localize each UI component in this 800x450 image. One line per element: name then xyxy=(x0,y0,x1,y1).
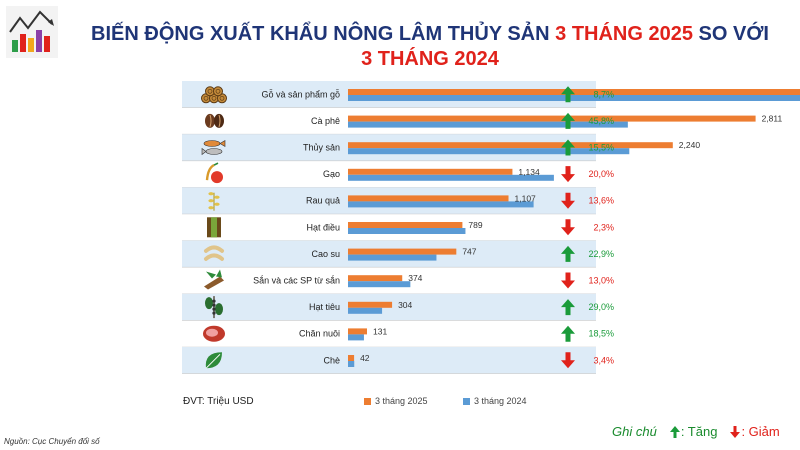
category-label: Chăn nuôi xyxy=(299,329,340,339)
category-label: Cao su xyxy=(311,249,340,259)
legend-swatch-2024 xyxy=(463,397,470,405)
note-up-label: : Tăng xyxy=(680,424,718,439)
legend-label-2024: 3 tháng 2024 xyxy=(474,396,527,406)
bar-2025 xyxy=(348,301,393,308)
value-label: 1,107 xyxy=(515,193,537,203)
bar-2025 xyxy=(348,168,513,175)
bar-2025 xyxy=(348,195,509,202)
category-label: Gạo xyxy=(323,169,340,179)
category-label: Rau quả xyxy=(306,196,340,206)
value-label: 304 xyxy=(398,300,412,310)
value-label: 374 xyxy=(408,273,422,283)
value-label: 131 xyxy=(373,326,387,336)
bar-2024 xyxy=(348,201,534,208)
bar-2025 xyxy=(348,328,367,335)
bar-2025 xyxy=(348,248,457,255)
change-label: 13,6% xyxy=(588,196,614,206)
bar-2024 xyxy=(348,228,466,234)
note-label: Ghi chú xyxy=(612,424,657,439)
change-label: 15,5% xyxy=(588,143,614,153)
fruit-icon xyxy=(208,192,220,211)
value-label: 747 xyxy=(462,247,476,257)
down-arrow-icon xyxy=(730,425,741,438)
title-part3: SO VỚI xyxy=(692,23,769,45)
source-note: Nguồn: Cục Chuyển đổi số xyxy=(4,437,100,446)
value-label: 789 xyxy=(468,220,482,230)
coffee-bean-icon xyxy=(205,113,224,128)
legend-swatch-2025 xyxy=(364,397,371,405)
change-label: 18,5% xyxy=(588,329,614,339)
category-label: Sắn và các SP từ sắn xyxy=(253,276,340,286)
down-arrow-icon xyxy=(561,352,575,369)
unit-label: ĐVT: Triệu USD xyxy=(183,396,254,407)
up-arrow-icon xyxy=(561,299,575,316)
down-arrow-icon xyxy=(561,166,575,183)
value-label: 42 xyxy=(360,353,370,363)
fish-icon xyxy=(201,139,226,156)
change-label: 22,9% xyxy=(588,249,614,259)
bar-2025 xyxy=(348,115,756,122)
up-arrow-icon xyxy=(561,86,575,103)
bar-2024 xyxy=(348,281,411,288)
logo-chart-icon xyxy=(6,6,58,58)
down-arrow-icon xyxy=(561,219,575,236)
category-label: Cà phê xyxy=(311,116,340,126)
bar-2024 xyxy=(348,174,554,181)
down-arrow-icon xyxy=(561,192,575,209)
bar-2024 xyxy=(348,254,437,261)
tea-leaf-icon xyxy=(205,352,222,369)
wood-logs-icon xyxy=(201,86,227,104)
category-label: Hạt điều xyxy=(306,222,340,232)
legend-item-2025: 3 tháng 2025 xyxy=(364,396,428,406)
up-arrow-icon xyxy=(669,425,680,438)
bar-2025 xyxy=(348,222,463,228)
page-title: BIẾN ĐỘNG XUẤT KHẨU NÔNG LÂM THỦY SẢN 3 … xyxy=(60,22,800,72)
bar-2025 xyxy=(348,355,355,361)
category-label: Thủy sản xyxy=(303,143,340,153)
bar-2024 xyxy=(348,334,364,341)
bar-2025 xyxy=(348,89,800,95)
up-arrow-icon xyxy=(561,112,575,129)
rubber-icon xyxy=(204,245,224,261)
meat-icon xyxy=(203,325,225,342)
change-label: 13,0% xyxy=(588,276,614,286)
bar-2025 xyxy=(348,142,673,149)
rice-icon xyxy=(205,162,223,184)
change-label: 45,8% xyxy=(588,116,614,126)
change-label: 2,3% xyxy=(593,222,614,232)
cassava-icon xyxy=(204,269,224,290)
up-arrow-icon xyxy=(561,245,575,262)
change-label: 8,7% xyxy=(593,89,614,99)
bar-2024 xyxy=(348,361,355,367)
cashew-icon xyxy=(207,217,221,238)
category-label: Chè xyxy=(323,355,340,365)
up-arrow-icon xyxy=(561,139,575,156)
category-label: Hạt tiêu xyxy=(309,302,340,312)
bar-2024 xyxy=(348,121,628,128)
row-band xyxy=(182,347,596,374)
value-label: 2,811 xyxy=(762,114,783,124)
change-label: 20,0% xyxy=(588,169,614,179)
note: Ghi chú : Tăng : Giảm xyxy=(612,424,780,439)
title-line2: 3 THÁNG 2024 xyxy=(361,48,499,70)
pepper-icon xyxy=(205,296,223,319)
bar-2024 xyxy=(348,95,800,101)
bar-2024 xyxy=(348,148,630,155)
change-label: 3,4% xyxy=(593,355,614,365)
up-arrow-icon xyxy=(561,325,575,342)
bar-2024 xyxy=(348,307,383,314)
legend-label-2025: 3 tháng 2025 xyxy=(375,396,428,406)
title-part1: BIẾN ĐỘNG XUẤT KHẨU NÔNG LÂM THỦY SẢN xyxy=(91,23,556,45)
title-part2: 3 THÁNG 2025 xyxy=(555,23,693,45)
bar-2025 xyxy=(348,275,403,282)
value-label: 2,240 xyxy=(679,140,701,150)
value-label: 1,134 xyxy=(518,167,540,177)
down-arrow-icon xyxy=(561,272,575,289)
change-label: 29,0% xyxy=(588,302,614,312)
note-down-label: : Giảm xyxy=(741,424,780,439)
legend-item-2024: 3 tháng 2024 xyxy=(463,396,527,406)
category-label: Gỗ và sản phẩm gỗ xyxy=(261,89,340,99)
